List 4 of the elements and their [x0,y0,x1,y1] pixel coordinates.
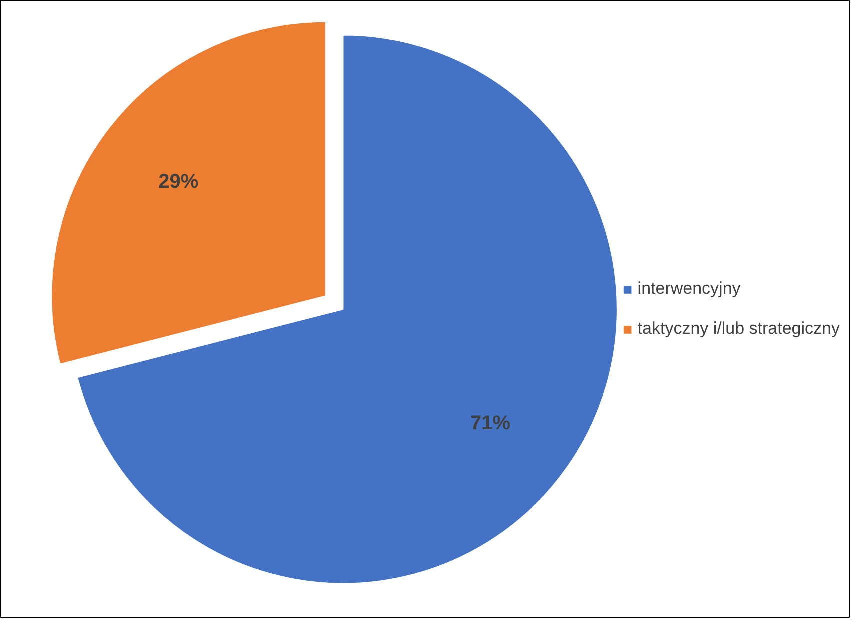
legend-label: taktyczny i/lub strategiczny [638,319,840,339]
data-label: 29% [158,171,199,194]
data-label: 71% [470,412,511,434]
legend-label: interwencyjny [638,279,741,299]
